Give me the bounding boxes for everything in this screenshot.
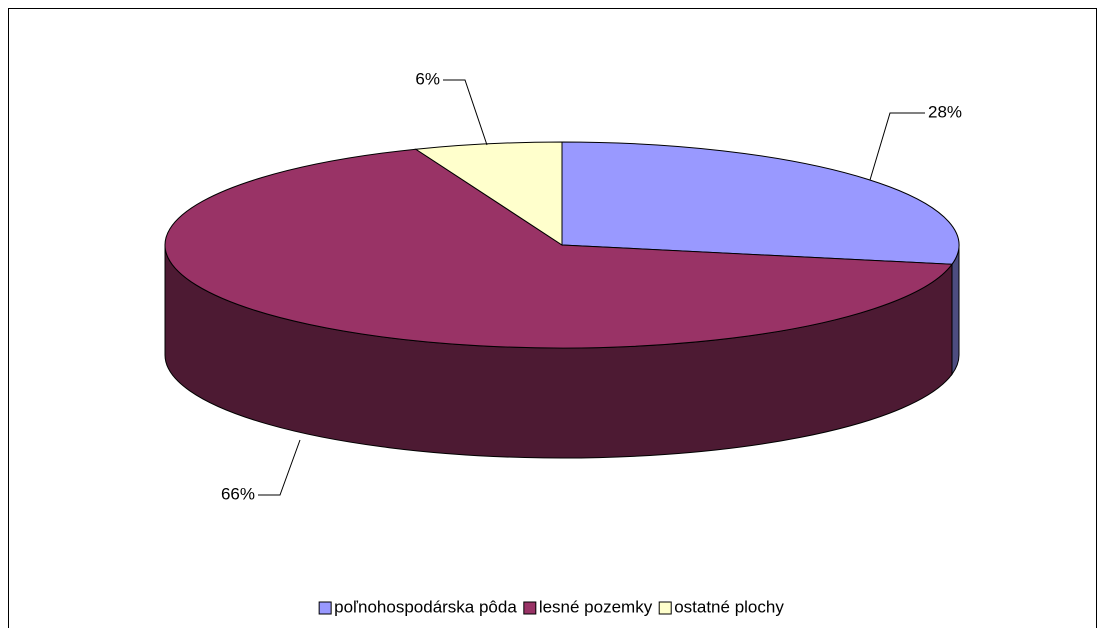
leader-line	[443, 79, 488, 146]
pie-slice	[164, 148, 953, 349]
leader-line	[258, 439, 301, 496]
legend-label: poľnohospodárska pôda	[334, 597, 517, 616]
legend-swatch	[658, 601, 672, 615]
data-label: 28%	[928, 102, 962, 121]
legend-label: ostatné plochy	[674, 597, 784, 616]
data-label: 66%	[221, 484, 255, 503]
data-label: 6%	[415, 69, 440, 88]
legend-swatch	[318, 601, 332, 615]
pie-slice	[561, 141, 960, 265]
chart-border	[8, 8, 1097, 628]
legend-label: lesné pozemky	[539, 597, 653, 616]
pie-side	[951, 244, 960, 376]
pie-slice	[414, 141, 563, 246]
leader-line	[869, 112, 925, 181]
legend-swatch	[523, 601, 537, 615]
